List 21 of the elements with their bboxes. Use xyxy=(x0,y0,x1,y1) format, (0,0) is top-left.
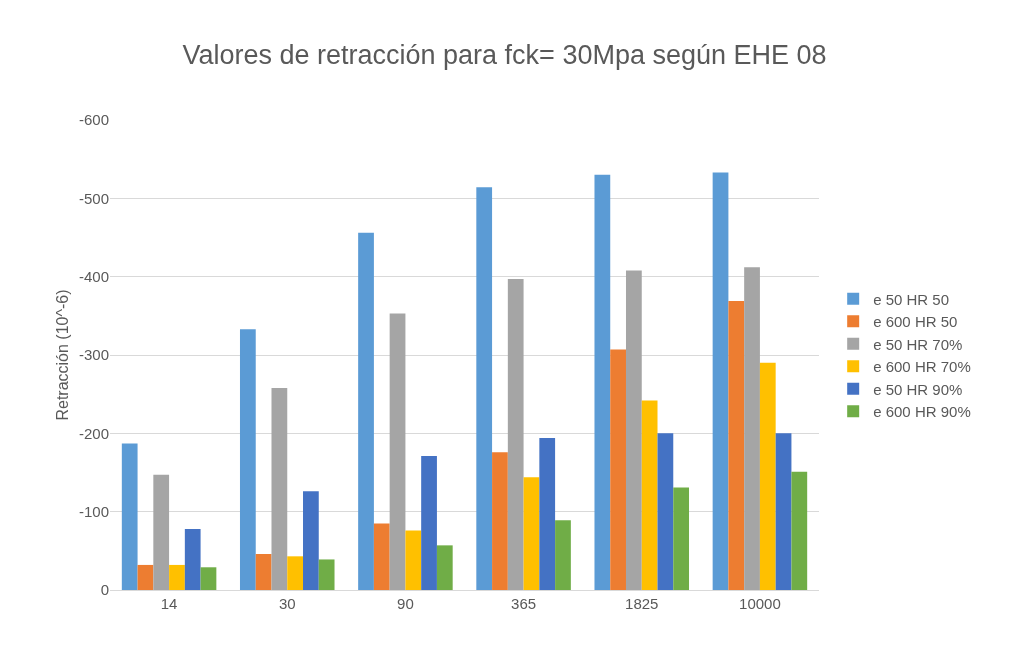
x-tick-label: 1825 xyxy=(625,595,659,612)
x-tick-label: 14 xyxy=(160,595,178,612)
legend-label: e 600 HR 50 xyxy=(873,313,958,331)
y-tick-label: -500 xyxy=(78,189,109,207)
y-tick-label: -600 xyxy=(78,111,109,129)
legend-label: e 50 HR 90% xyxy=(873,380,963,398)
y-tick-label: -400 xyxy=(78,267,109,285)
legend-label: e 50 HR 50 xyxy=(873,290,950,308)
legend-label: e 50 HR 70% xyxy=(873,335,963,353)
x-tick-label: 90 xyxy=(397,595,414,612)
y-tick-label: -200 xyxy=(78,424,109,442)
x-tick-label: 365 xyxy=(511,595,537,612)
y-tick-label: -300 xyxy=(78,346,109,364)
x-tick-label: 30 xyxy=(278,595,296,612)
y-axis-title: Retracción (10^-6) xyxy=(54,289,71,421)
legend-label: e 600 HR 90% xyxy=(873,403,971,421)
x-tick-label: 10000 xyxy=(739,595,781,612)
legend-label: e 600 HR 70% xyxy=(873,358,971,376)
chart-title: Valores de retracción para fck= 30Mpa según EHE 08 xyxy=(182,40,827,71)
y-tick-label: 0 xyxy=(100,581,109,599)
y-tick-label: -100 xyxy=(78,502,109,520)
